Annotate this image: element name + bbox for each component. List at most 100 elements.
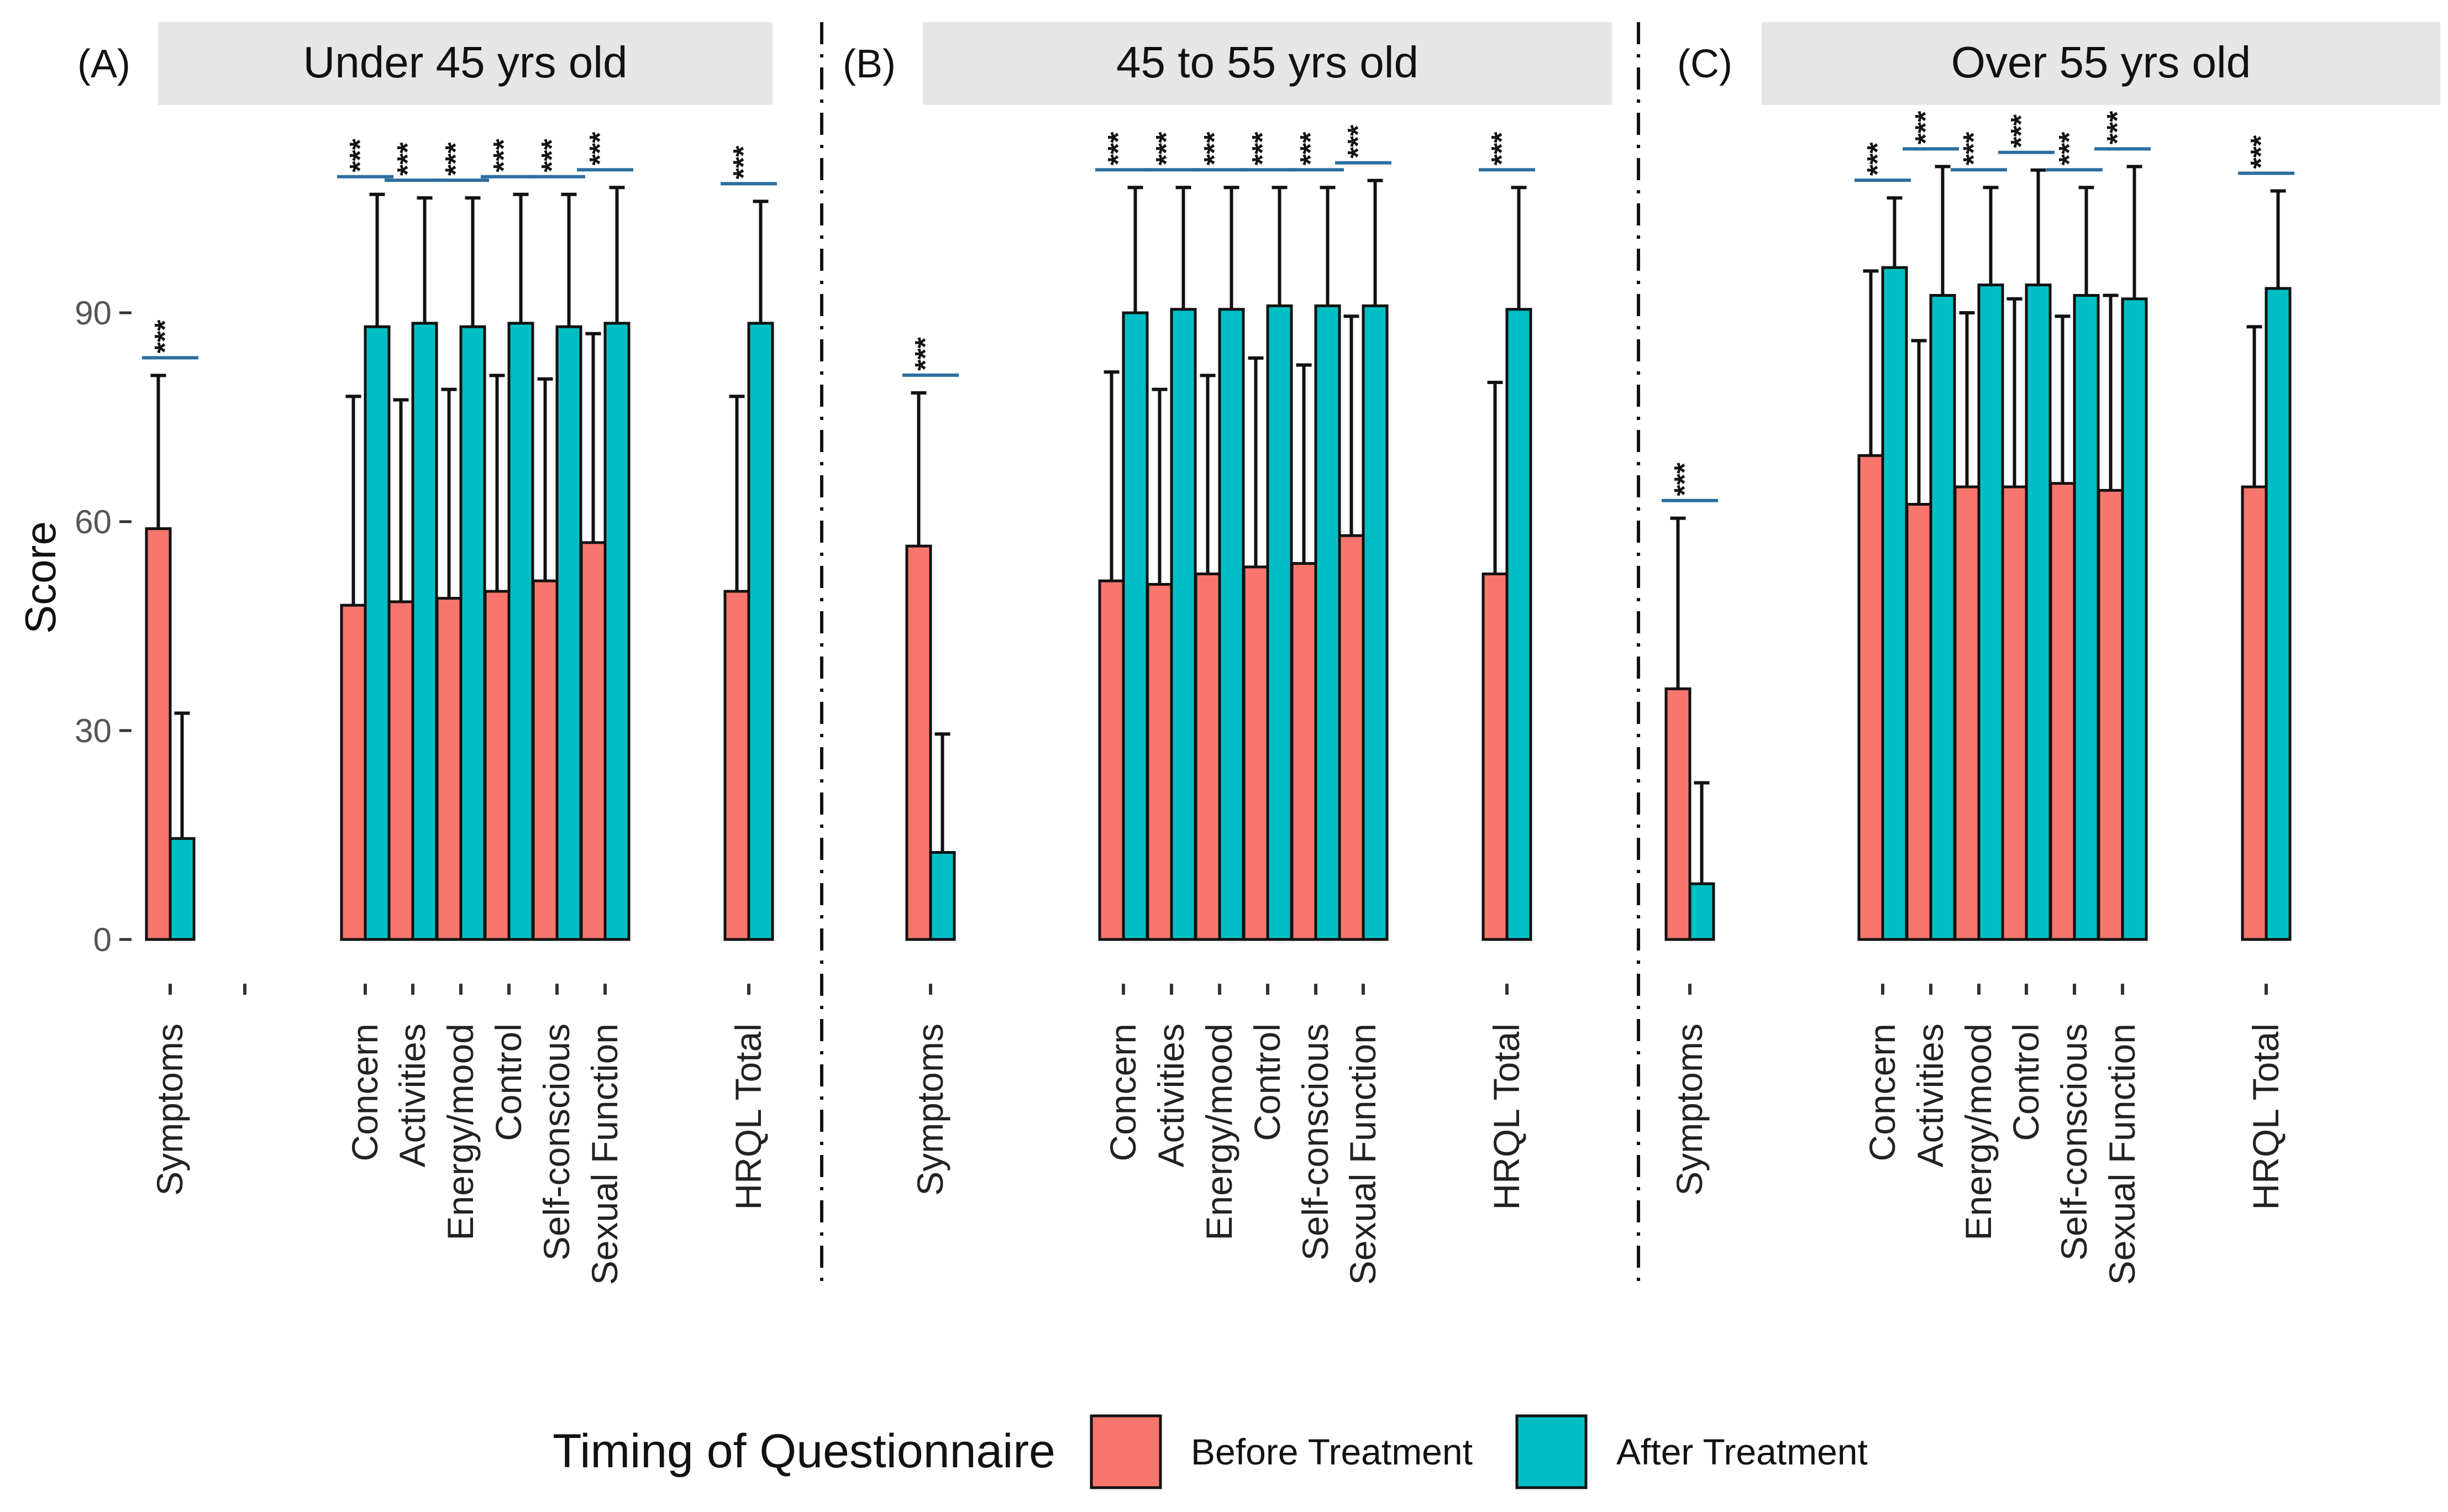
x-tick-label: Symptoms xyxy=(149,1023,190,1196)
significance-label: *** xyxy=(392,142,424,176)
x-tick-label: Self-conscious xyxy=(1295,1023,1336,1261)
significance-label: *** xyxy=(1295,132,1327,165)
x-tick-label: Self-conscious xyxy=(536,1023,577,1261)
bar-after-treatment xyxy=(1218,308,1245,941)
significance-label: *** xyxy=(2245,135,2277,169)
bar-after-treatment xyxy=(555,325,582,941)
facet-strip xyxy=(158,22,773,105)
x-tick-label: Self-conscious xyxy=(2053,1023,2094,1261)
bar-before-treatment xyxy=(340,603,367,941)
legend-swatch-before xyxy=(1090,1414,1162,1489)
bar-after-treatment xyxy=(364,325,391,941)
x-tick-label: Sexual Function xyxy=(1342,1023,1383,1285)
bar-before-treatment xyxy=(1146,582,1173,941)
x-tick-label: Energy/mood xyxy=(1199,1023,1239,1241)
bar-after-treatment xyxy=(1122,311,1149,941)
significance-label: *** xyxy=(536,138,568,172)
bar-after-treatment xyxy=(1977,284,2004,941)
y-tick-label: 30 xyxy=(75,712,112,749)
bar-after-treatment xyxy=(1170,308,1197,941)
x-tick-label: Control xyxy=(2005,1023,2046,1141)
bar-after-treatment xyxy=(507,322,534,941)
bar-before-treatment xyxy=(1953,485,1981,941)
bar-after-treatment xyxy=(1266,304,1293,941)
y-tick-label: 60 xyxy=(75,503,112,540)
x-tick-label: HRQL Total xyxy=(1486,1023,1527,1210)
bar-after-treatment xyxy=(1362,304,1389,941)
significance-label: *** xyxy=(2053,132,2085,165)
x-tick-label: Concern xyxy=(1862,1023,1903,1161)
bar-before-treatment xyxy=(580,541,607,941)
panel-tag: (B) xyxy=(843,42,896,86)
x-tick-label: HRQL Total xyxy=(2245,1023,2286,1210)
significance-label: *** xyxy=(1151,132,1183,165)
bar-after-treatment xyxy=(747,322,774,941)
panel-tag: (A) xyxy=(77,42,130,86)
bar-before-treatment xyxy=(1242,565,1269,941)
x-tick-label: Activities xyxy=(1910,1023,1951,1167)
facet-strip xyxy=(1762,22,2440,105)
significance-label: *** xyxy=(1199,132,1231,165)
x-tick-label: Energy/mood xyxy=(440,1023,481,1241)
bar-before-treatment xyxy=(905,544,932,941)
facet-strip-title: Over 55 yrs old xyxy=(1951,38,2251,87)
significance-label: *** xyxy=(2102,111,2134,144)
bar-after-treatment xyxy=(1505,308,1532,941)
bar-before-treatment xyxy=(1338,534,1365,941)
x-tick-label: Symptoms xyxy=(910,1023,950,1196)
x-tick-label: Control xyxy=(1247,1023,1288,1141)
bar-after-treatment xyxy=(459,325,486,941)
y-tick-label: 0 xyxy=(93,921,112,958)
significance-label: *** xyxy=(488,138,520,172)
bar-before-treatment xyxy=(1098,579,1125,941)
significance-label: *** xyxy=(1910,111,1942,144)
x-tick-label: Energy/mood xyxy=(1958,1023,1999,1241)
bar-after-treatment xyxy=(169,837,196,941)
x-tick-label: HRQL Total xyxy=(728,1023,769,1210)
bar-before-treatment xyxy=(1194,573,1221,941)
bar-before-treatment xyxy=(1290,562,1317,941)
bar-before-treatment xyxy=(2049,482,2076,941)
y-axis-title: Score xyxy=(16,521,65,634)
bar-after-treatment xyxy=(2121,297,2148,941)
significance-label: *** xyxy=(584,132,616,165)
significance-label: *** xyxy=(910,337,942,370)
bar-before-treatment xyxy=(1482,573,1509,941)
significance-label: *** xyxy=(1669,462,1701,496)
bar-after-treatment xyxy=(1881,266,1908,941)
bar-before-treatment xyxy=(2241,485,2268,941)
significance-label: *** xyxy=(728,145,760,179)
x-tick-label: Sexual Function xyxy=(584,1023,625,1285)
significance-label: *** xyxy=(1102,132,1134,165)
panel-tag: (C) xyxy=(1677,42,1732,86)
legend-label-after: After Treatment xyxy=(1616,1431,1868,1472)
significance-label: *** xyxy=(1862,142,1894,176)
significance-label: *** xyxy=(1958,132,1990,165)
bar-after-treatment xyxy=(2025,284,2052,941)
bar-before-treatment xyxy=(435,597,463,941)
x-tick-label: Concern xyxy=(344,1023,385,1161)
bar-after-treatment xyxy=(1314,304,1341,941)
legend-title: Timing of Questionnaire xyxy=(553,1425,1055,1478)
legend-swatch-after xyxy=(1515,1414,1588,1489)
significance-label: *** xyxy=(344,138,376,172)
x-tick-label: Sexual Function xyxy=(2102,1023,2142,1285)
x-tick-label: Activities xyxy=(1151,1023,1191,1167)
y-tick-label: 90 xyxy=(75,295,112,332)
significance-label: *** xyxy=(440,142,472,176)
bar-before-treatment xyxy=(145,527,172,941)
bar-after-treatment xyxy=(1688,882,1715,941)
significance-label: *** xyxy=(1247,132,1279,165)
bar-after-treatment xyxy=(2265,287,2292,941)
significance-label: *** xyxy=(2005,114,2037,148)
bar-before-treatment xyxy=(1857,454,1884,941)
bar-after-treatment xyxy=(603,322,631,941)
facet-strip-title: 45 to 55 yrs old xyxy=(1116,38,1419,87)
x-tick-label: Concern xyxy=(1102,1023,1143,1161)
bar-before-treatment xyxy=(387,600,414,941)
x-tick-label: Control xyxy=(488,1023,529,1141)
x-tick-label: Activities xyxy=(392,1023,433,1167)
bar-after-treatment xyxy=(929,851,956,941)
